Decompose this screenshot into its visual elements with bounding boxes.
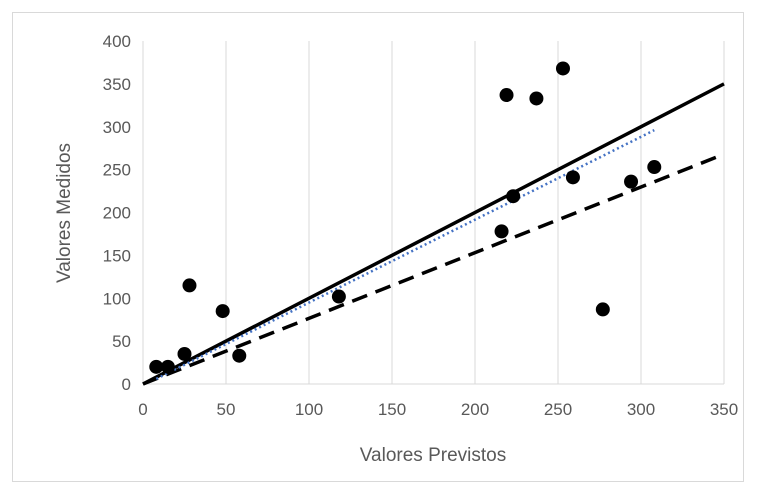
y-tick-label: 300 (103, 118, 131, 137)
chart-frame (12, 12, 744, 482)
dashed-fit-line (142, 152, 725, 386)
data-point (494, 224, 509, 239)
y-tick-label: 100 (103, 289, 131, 308)
y-tick-label: 350 (103, 75, 131, 94)
x-tick-label: 0 (138, 400, 147, 419)
series-lines (142, 82, 725, 386)
data-point (506, 189, 521, 204)
data-point (215, 304, 230, 319)
data-point (182, 278, 197, 293)
data-point (149, 359, 164, 374)
data-point (555, 61, 570, 76)
x-tick-label: 250 (544, 400, 572, 419)
data-point (160, 359, 175, 374)
x-tick-label: 350 (710, 400, 738, 419)
reference-line (142, 82, 725, 386)
data-point (529, 91, 544, 106)
data-point (232, 348, 247, 363)
x-tick-label: 200 (461, 400, 489, 419)
gridlines (142, 41, 725, 385)
data-point (499, 88, 514, 103)
data-point (595, 302, 610, 317)
x-tick-label: 100 (295, 400, 323, 419)
y-tick-label: 250 (103, 161, 131, 180)
data-points (149, 61, 662, 374)
y-tick-label: 0 (122, 375, 131, 394)
x-tick-label: 50 (217, 400, 236, 419)
y-tick-label: 50 (112, 332, 131, 351)
x-tick-label: 300 (627, 400, 655, 419)
x-tick-label: 150 (378, 400, 406, 419)
y-tick-label: 200 (103, 204, 131, 223)
y-axis-title: Valores Medidos (54, 143, 75, 283)
dotted-trendline (155, 129, 655, 380)
data-point (647, 160, 662, 175)
data-point (565, 170, 580, 185)
data-point (331, 289, 346, 304)
y-tick-label: 150 (103, 246, 131, 265)
x-axis-title: Valores Previstos (360, 445, 506, 466)
tick-labels: 0 50 100 150 200 250 300 350 0 50 100 150 200 250 300 3… (103, 32, 739, 419)
data-point (177, 346, 192, 361)
data-point (624, 174, 639, 189)
y-tick-label: 400 (103, 32, 131, 51)
